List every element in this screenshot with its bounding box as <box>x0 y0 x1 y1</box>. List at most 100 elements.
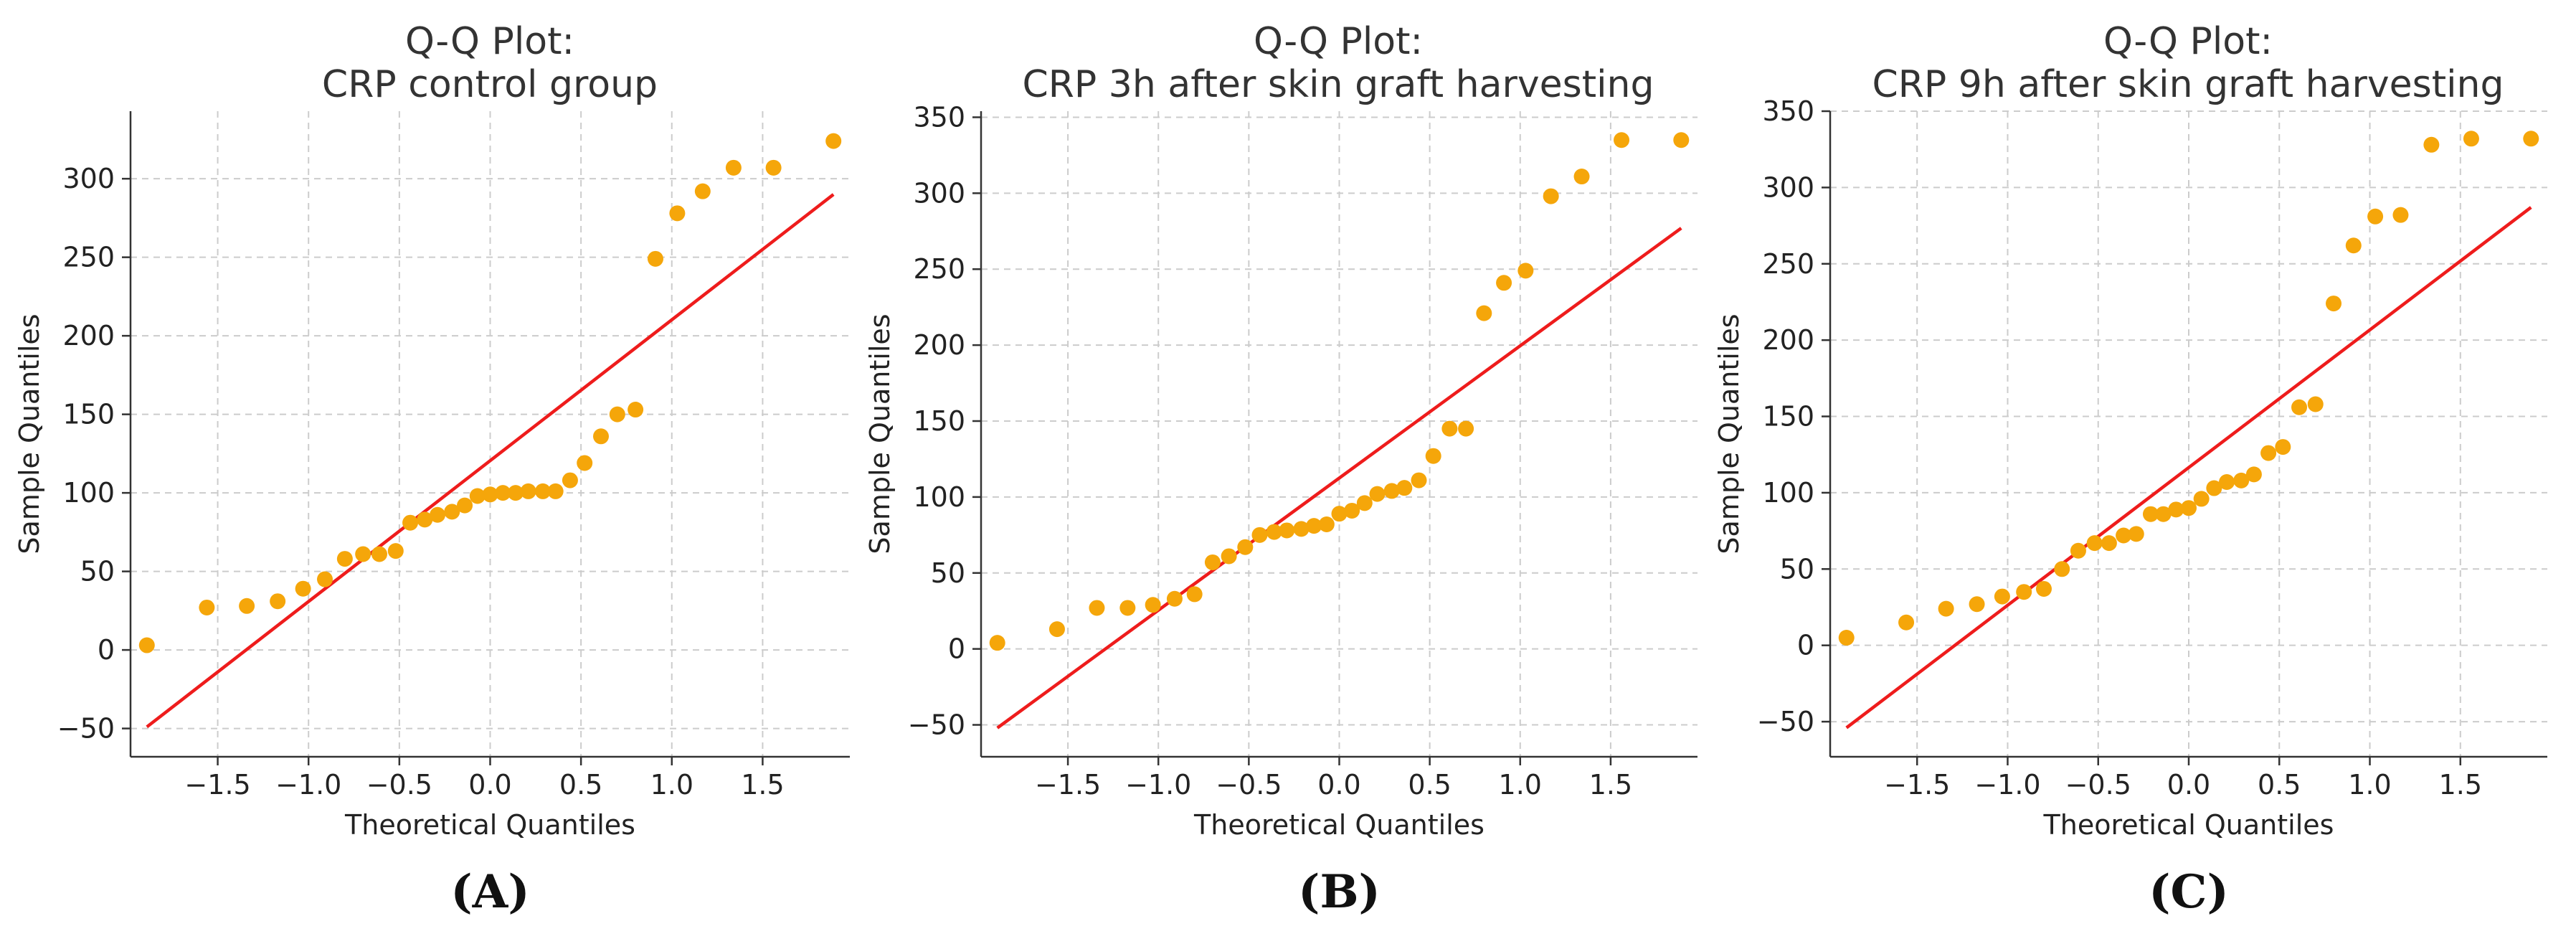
data-point <box>989 635 1005 651</box>
data-point <box>1221 548 1237 565</box>
chart-title-line-2: CRP control group <box>322 63 658 106</box>
data-point <box>1614 132 1630 148</box>
data-point <box>1517 263 1534 279</box>
data-point <box>2168 501 2184 518</box>
x-tick-label: 1.5 <box>741 769 784 801</box>
y-tick-label: 300 <box>913 177 965 209</box>
data-point <box>562 472 578 488</box>
data-point <box>2463 131 2479 147</box>
y-tick-label: 0 <box>98 634 115 666</box>
x-tick-label: 0.5 <box>2258 769 2301 801</box>
data-point <box>355 546 371 562</box>
reference-line <box>1845 206 2532 730</box>
data-point <box>295 580 311 597</box>
x-axis-label: Theoretical Quantiles <box>2043 809 2334 841</box>
data-point <box>2016 584 2032 600</box>
data-point <box>725 159 742 176</box>
y-tick-label: 300 <box>1762 171 1814 203</box>
data-point <box>336 551 353 567</box>
data-point <box>2155 506 2172 522</box>
y-tick-label: 150 <box>1762 401 1814 433</box>
y-tick-label: 100 <box>913 481 965 513</box>
data-point <box>1383 483 1400 499</box>
data-point <box>1356 495 1373 511</box>
y-tick-label: −50 <box>57 713 115 745</box>
data-point <box>469 488 486 504</box>
y-tick-label: 350 <box>913 101 965 133</box>
x-tick-label: −0.5 <box>1216 769 1282 801</box>
data-point <box>2523 131 2539 147</box>
data-point <box>825 133 842 149</box>
data-point <box>2307 396 2324 412</box>
data-point <box>1838 630 1855 646</box>
y-tick-label: 100 <box>1762 477 1814 509</box>
data-point <box>1279 522 1295 539</box>
y-tick-label: 200 <box>62 320 115 351</box>
data-point <box>1673 132 1690 148</box>
data-point <box>1938 600 1954 617</box>
chart-title-line-2: CRP 3h after skin graft harvesting <box>1022 63 1654 106</box>
data-point <box>1186 586 1203 603</box>
data-point <box>2181 500 2197 516</box>
data-point <box>1344 502 1360 519</box>
x-tick-label: 0.0 <box>468 769 511 801</box>
data-point <box>2206 480 2222 496</box>
data-point <box>2275 439 2291 455</box>
y-axis-label: Sample Quantiles <box>1713 313 1745 554</box>
data-point <box>1251 527 1268 543</box>
y-axis-label: Sample Quantiles <box>864 313 896 554</box>
data-point <box>444 504 460 520</box>
data-point <box>2367 208 2384 225</box>
data-point <box>1458 420 1474 437</box>
data-point <box>417 511 433 528</box>
y-axis-label: Sample Quantiles <box>14 313 45 554</box>
qq-panel-2: −1.5 −1.0 −0.5 0.0 0.5 1.0 1.5 −50 0 50 100 150 200 2… <box>864 20 1697 919</box>
data-point <box>1543 188 1559 204</box>
data-point <box>2260 445 2277 461</box>
panel-label: (B) <box>1298 865 1381 919</box>
data-point <box>1369 486 1386 502</box>
x-tick-label: −1.5 <box>1884 769 1950 801</box>
x-tick-label: 0.5 <box>1408 769 1451 801</box>
y-tick-label: 50 <box>1780 553 1814 585</box>
data-point <box>1204 554 1221 570</box>
x-axis-label: Theoretical Quantiles <box>344 809 635 841</box>
data-point <box>1496 275 1512 291</box>
y-tick-label: −50 <box>1757 706 1814 737</box>
data-point <box>1969 596 1985 613</box>
panel-label: (A) <box>450 865 529 919</box>
y-tick-label: 50 <box>931 557 965 589</box>
y-tick-label: 150 <box>62 399 115 430</box>
data-point <box>2392 207 2409 223</box>
data-point <box>2423 136 2440 153</box>
data-point <box>1119 600 1136 616</box>
data-point <box>430 506 446 523</box>
data-point <box>534 483 551 499</box>
data-point <box>647 250 663 267</box>
y-tick-label: 250 <box>1762 248 1814 280</box>
data-point <box>457 497 473 514</box>
data-point <box>387 543 404 560</box>
data-point <box>495 485 511 501</box>
data-point <box>1166 590 1183 607</box>
x-tick-label: −0.5 <box>366 769 432 801</box>
x-tick-label: 1.0 <box>650 769 693 801</box>
data-point <box>1411 472 1427 488</box>
y-tick-label: 200 <box>913 329 965 361</box>
data-point <box>2101 535 2117 552</box>
data-point <box>1145 597 1161 613</box>
data-point <box>138 637 155 653</box>
x-tick-label: 1.0 <box>2348 769 2391 801</box>
y-tick-label: 50 <box>80 556 115 587</box>
x-tick-label: −1.0 <box>275 769 341 801</box>
x-tick-label: 1.5 <box>2439 769 2482 801</box>
y-tick-label: −50 <box>908 709 965 741</box>
data-point <box>482 486 498 503</box>
data-point <box>1089 600 1105 616</box>
x-tick-label: 0.0 <box>1317 769 1360 801</box>
data-point <box>669 205 686 222</box>
data-point <box>1425 448 1441 464</box>
y-tick-label: 300 <box>62 163 115 194</box>
y-tick-label: 0 <box>948 633 965 665</box>
